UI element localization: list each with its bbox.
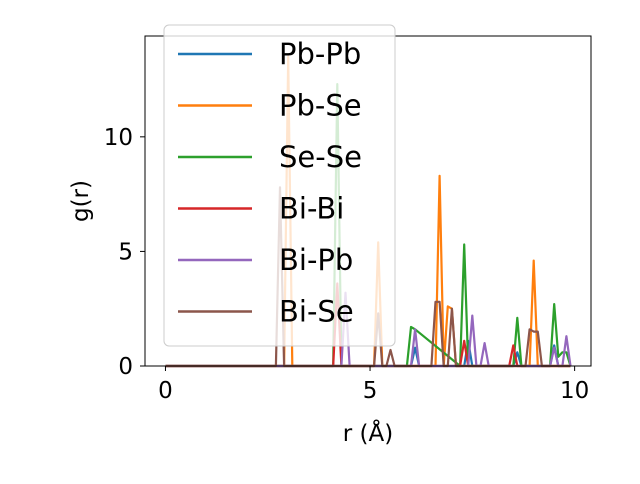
legend-label-bi-bi: Bi-Bi bbox=[279, 192, 344, 226]
y-tick-label: 0 bbox=[118, 354, 133, 380]
legend-label-se-se: Se-Se bbox=[279, 140, 362, 174]
legend-label-bi-pb: Bi-Pb bbox=[279, 243, 353, 277]
x-tick-label: 5 bbox=[363, 378, 378, 404]
y-tick-label: 5 bbox=[118, 239, 133, 265]
y-axis-label: g(r) bbox=[68, 180, 94, 222]
legend-label-bi-se: Bi-Se bbox=[279, 295, 354, 329]
legend-label-pb-se: Pb-Se bbox=[279, 89, 362, 123]
ticks-layer: 0 5 10 0 5 10 bbox=[104, 125, 590, 404]
x-axis-label: r (Å) bbox=[343, 419, 393, 447]
y-tick-label: 10 bbox=[104, 125, 133, 151]
legend-label-pb-pb: Pb-Pb bbox=[279, 37, 361, 71]
x-tick-label: 10 bbox=[560, 378, 589, 404]
x-tick-label: 0 bbox=[158, 378, 173, 404]
legend: Pb-Pb Pb-Se Se-Se Bi-Bi Bi-Pb Bi-Se bbox=[163, 24, 396, 347]
